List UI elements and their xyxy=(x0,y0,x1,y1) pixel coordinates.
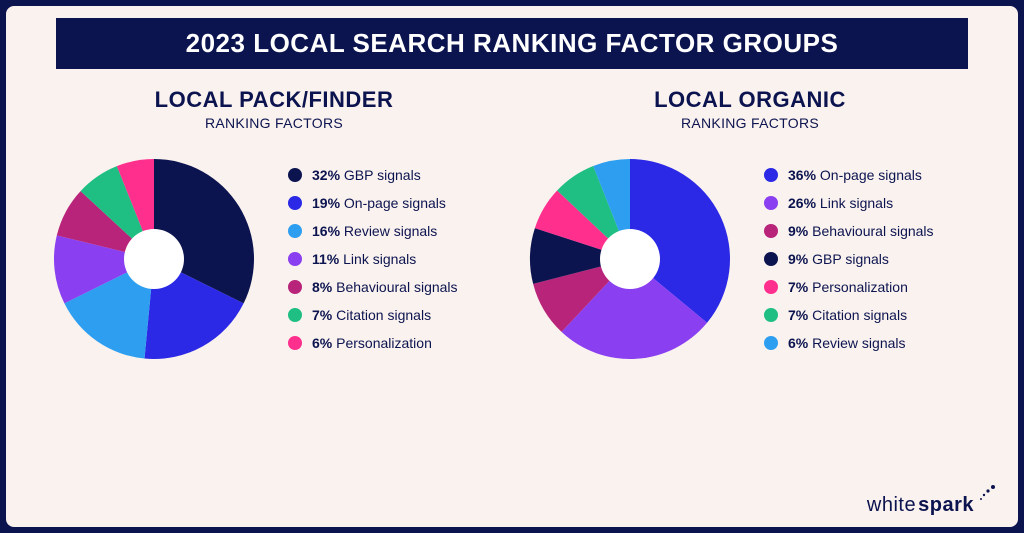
legend-row: 6% Review signals xyxy=(764,335,980,351)
legend-row: 32% GBP signals xyxy=(288,167,504,183)
legend-percent: 6% xyxy=(788,335,808,351)
legend-label: Link signals xyxy=(343,251,416,267)
legend-text: 7% Citation signals xyxy=(312,307,431,323)
legend-label: GBP signals xyxy=(812,251,889,267)
legend-text: 6% Review signals xyxy=(788,335,906,351)
panel-local-organic: LOCAL ORGANIC RANKING FACTORS 36% On-pag… xyxy=(520,87,980,369)
legend-text: 8% Behavioural signals xyxy=(312,279,458,295)
panel-title-1: LOCAL ORGANIC xyxy=(654,87,846,113)
legend-swatch xyxy=(764,308,778,322)
legend-text: 16% Review signals xyxy=(312,223,437,239)
legend-row: 26% Link signals xyxy=(764,195,980,211)
legend-percent: 32% xyxy=(312,167,340,183)
brand-text-bold: spark xyxy=(918,494,974,517)
legend-percent: 7% xyxy=(788,279,808,295)
legend-label: Citation signals xyxy=(336,307,431,323)
legend-label: On-page signals xyxy=(344,195,446,211)
page-title: 2023 LOCAL SEARCH RANKING FACTOR GROUPS xyxy=(56,18,968,69)
legend-percent: 9% xyxy=(788,251,808,267)
legend-row: 19% On-page signals xyxy=(288,195,504,211)
legend-text: 26% Link signals xyxy=(788,195,893,211)
legend-row: 7% Personalization xyxy=(764,279,980,295)
legend-row: 7% Citation signals xyxy=(764,307,980,323)
legend-label: Personalization xyxy=(336,335,432,351)
legend-row: 7% Citation signals xyxy=(288,307,504,323)
legend-percent: 11% xyxy=(312,251,339,267)
legend-label: Link signals xyxy=(820,195,893,211)
legend-label: GBP signals xyxy=(344,167,421,183)
legend-swatch xyxy=(288,252,302,266)
legend-swatch xyxy=(764,224,778,238)
legend-swatch xyxy=(764,336,778,350)
panel-local-pack: LOCAL PACK/FINDER RANKING FACTORS 32% GB… xyxy=(44,87,504,369)
legend-text: 7% Personalization xyxy=(788,279,908,295)
legend-label: Personalization xyxy=(812,279,908,295)
legend-text: 6% Personalization xyxy=(312,335,432,351)
legend-text: 19% On-page signals xyxy=(312,195,446,211)
legend-label: Behavioural signals xyxy=(336,279,457,295)
legend-swatch xyxy=(288,308,302,322)
donut-hole xyxy=(124,229,184,289)
legend-text: 9% Behavioural signals xyxy=(788,223,934,239)
legend-text: 9% GBP signals xyxy=(788,251,889,267)
legend-text: 11% Link signals xyxy=(312,251,416,267)
legend-swatch xyxy=(764,252,778,266)
legend-swatch xyxy=(288,196,302,210)
legend-row: 16% Review signals xyxy=(288,223,504,239)
donut-svg-0 xyxy=(44,149,264,369)
panel-title-0: LOCAL PACK/FINDER xyxy=(155,87,394,113)
legend-row: 36% On-page signals xyxy=(764,167,980,183)
legend-percent: 7% xyxy=(788,307,808,323)
panel-body-1: 36% On-page signals26% Link signals9% Be… xyxy=(520,149,980,369)
legend-swatch xyxy=(288,224,302,238)
legend-label: On-page signals xyxy=(820,167,922,183)
legend-row: 8% Behavioural signals xyxy=(288,279,504,295)
inner-card: 2023 LOCAL SEARCH RANKING FACTOR GROUPS … xyxy=(6,6,1018,527)
legend-percent: 8% xyxy=(312,279,332,295)
legend-row: 9% GBP signals xyxy=(764,251,980,267)
legend-percent: 6% xyxy=(312,335,332,351)
legend-row: 9% Behavioural signals xyxy=(764,223,980,239)
donut-chart-0 xyxy=(44,149,264,369)
panel-body-0: 32% GBP signals19% On-page signals16% Re… xyxy=(44,149,504,369)
legend-label: Review signals xyxy=(344,223,437,239)
donut-hole xyxy=(600,229,660,289)
legend-percent: 16% xyxy=(312,223,340,239)
legend-1: 36% On-page signals26% Link signals9% Be… xyxy=(740,167,980,351)
legend-label: Review signals xyxy=(812,335,905,351)
legend-swatch xyxy=(288,280,302,294)
outer-frame: 2023 LOCAL SEARCH RANKING FACTOR GROUPS … xyxy=(0,0,1024,533)
donut-svg-1 xyxy=(520,149,740,369)
legend-percent: 9% xyxy=(788,223,808,239)
legend-text: 7% Citation signals xyxy=(788,307,907,323)
brand-text-prefix: white xyxy=(867,494,916,517)
brand-logo: whitespark xyxy=(867,493,996,517)
legend-label: Behavioural signals xyxy=(812,223,933,239)
legend-swatch xyxy=(764,168,778,182)
donut-chart-1 xyxy=(520,149,740,369)
legend-row: 11% Link signals xyxy=(288,251,504,267)
legend-percent: 36% xyxy=(788,167,816,183)
panel-subtitle-1: RANKING FACTORS xyxy=(681,115,819,131)
legend-swatch xyxy=(288,336,302,350)
legend-percent: 19% xyxy=(312,195,340,211)
spark-icon xyxy=(978,485,996,509)
legend-0: 32% GBP signals19% On-page signals16% Re… xyxy=(264,167,504,351)
charts-row: LOCAL PACK/FINDER RANKING FACTORS 32% GB… xyxy=(6,69,1018,527)
legend-swatch xyxy=(288,168,302,182)
legend-swatch xyxy=(764,196,778,210)
legend-text: 32% GBP signals xyxy=(312,167,421,183)
legend-percent: 7% xyxy=(312,307,332,323)
legend-percent: 26% xyxy=(788,195,816,211)
panel-subtitle-0: RANKING FACTORS xyxy=(205,115,343,131)
legend-row: 6% Personalization xyxy=(288,335,504,351)
legend-swatch xyxy=(764,280,778,294)
legend-text: 36% On-page signals xyxy=(788,167,922,183)
legend-label: Citation signals xyxy=(812,307,907,323)
